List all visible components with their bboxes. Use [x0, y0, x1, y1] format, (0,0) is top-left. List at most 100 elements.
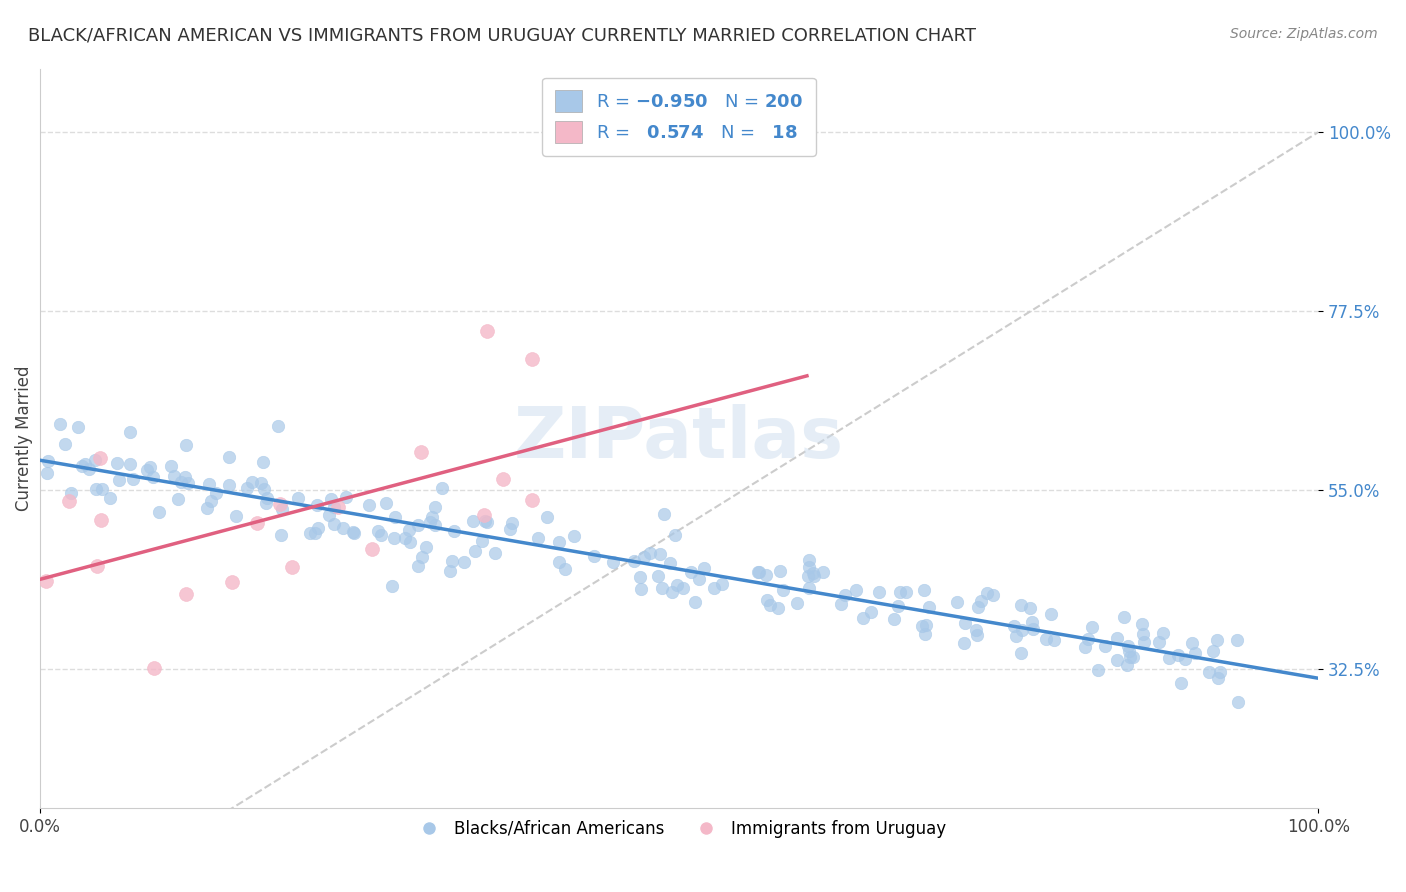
Point — [918, 599, 941, 614]
Point — [1206, 671, 1229, 685]
Point — [553, 562, 575, 576]
Legend: Blacks/African Americans, Immigrants from Uruguay: Blacks/African Americans, Immigrants fro… — [405, 814, 953, 845]
Point — [1077, 632, 1099, 646]
Point — [322, 500, 344, 515]
Point — [408, 518, 430, 533]
Point — [501, 516, 523, 531]
Point — [70, 458, 93, 473]
Point — [1152, 626, 1174, 640]
Point — [91, 483, 114, 497]
Point — [1181, 636, 1204, 650]
Point — [1035, 632, 1057, 646]
Point — [271, 501, 294, 516]
Point — [799, 559, 821, 574]
Point — [394, 531, 416, 545]
Point — [1094, 639, 1116, 653]
Point — [205, 485, 228, 500]
Point — [382, 532, 405, 546]
Point — [406, 559, 429, 574]
Point — [138, 460, 160, 475]
Point — [1112, 610, 1135, 624]
Text: Source: ZipAtlas.com: Source: ZipAtlas.com — [1230, 27, 1378, 41]
Point — [136, 463, 159, 477]
Point — [160, 459, 183, 474]
Point — [270, 528, 292, 542]
Point — [852, 611, 875, 625]
Point — [287, 491, 309, 505]
Point — [252, 455, 274, 469]
Point — [1157, 651, 1180, 665]
Point — [946, 595, 969, 609]
Point — [484, 546, 506, 560]
Point — [423, 518, 446, 533]
Point — [474, 514, 496, 528]
Point — [859, 605, 882, 619]
Text: ZIPatlas: ZIPatlas — [515, 404, 844, 473]
Point — [1149, 634, 1171, 648]
Point — [915, 618, 938, 632]
Point — [240, 475, 263, 490]
Point — [1019, 601, 1042, 615]
Point — [1122, 649, 1144, 664]
Point — [1043, 633, 1066, 648]
Point — [640, 546, 662, 560]
Point — [650, 547, 672, 561]
Point — [218, 478, 240, 492]
Point — [883, 612, 905, 626]
Point — [910, 619, 932, 633]
Point — [477, 324, 499, 338]
Point — [953, 635, 976, 649]
Point — [256, 496, 278, 510]
Point — [73, 457, 96, 471]
Point — [664, 527, 686, 541]
Point — [813, 565, 835, 579]
Point — [122, 472, 145, 486]
Point — [35, 466, 58, 480]
Point — [367, 524, 389, 538]
Point — [801, 566, 824, 580]
Point — [693, 560, 716, 574]
Point — [342, 524, 364, 539]
Point — [174, 437, 197, 451]
Point — [536, 509, 558, 524]
Point — [633, 550, 655, 565]
Point — [564, 529, 586, 543]
Point — [970, 593, 993, 607]
Point — [747, 565, 769, 579]
Text: BLACK/AFRICAN AMERICAN VS IMMIGRANTS FROM URUGUAY CURRENTLY MARRIED CORRELATION : BLACK/AFRICAN AMERICAN VS IMMIGRANTS FRO… — [28, 27, 976, 45]
Point — [803, 569, 825, 583]
Point — [797, 581, 820, 595]
Point — [439, 564, 461, 578]
Point — [49, 417, 72, 431]
Point — [703, 581, 725, 595]
Point — [769, 565, 792, 579]
Point — [1107, 632, 1129, 646]
Point — [195, 501, 218, 516]
Point — [169, 475, 191, 489]
Point — [35, 574, 58, 588]
Point — [453, 555, 475, 569]
Point — [1209, 665, 1232, 679]
Point — [422, 510, 444, 524]
Point — [464, 543, 486, 558]
Point — [688, 572, 710, 586]
Point — [1010, 646, 1032, 660]
Point — [361, 541, 384, 556]
Point — [1174, 652, 1197, 666]
Point — [1226, 632, 1249, 647]
Point — [672, 581, 695, 595]
Point — [1074, 640, 1097, 654]
Point — [120, 425, 142, 439]
Point — [651, 581, 673, 595]
Point — [628, 570, 651, 584]
Point — [522, 493, 544, 508]
Point — [889, 585, 911, 599]
Point — [318, 508, 340, 523]
Point — [381, 579, 404, 593]
Point — [983, 588, 1005, 602]
Point — [343, 526, 366, 541]
Point — [759, 599, 782, 613]
Point — [89, 450, 111, 465]
Point — [498, 522, 520, 536]
Point — [143, 661, 166, 675]
